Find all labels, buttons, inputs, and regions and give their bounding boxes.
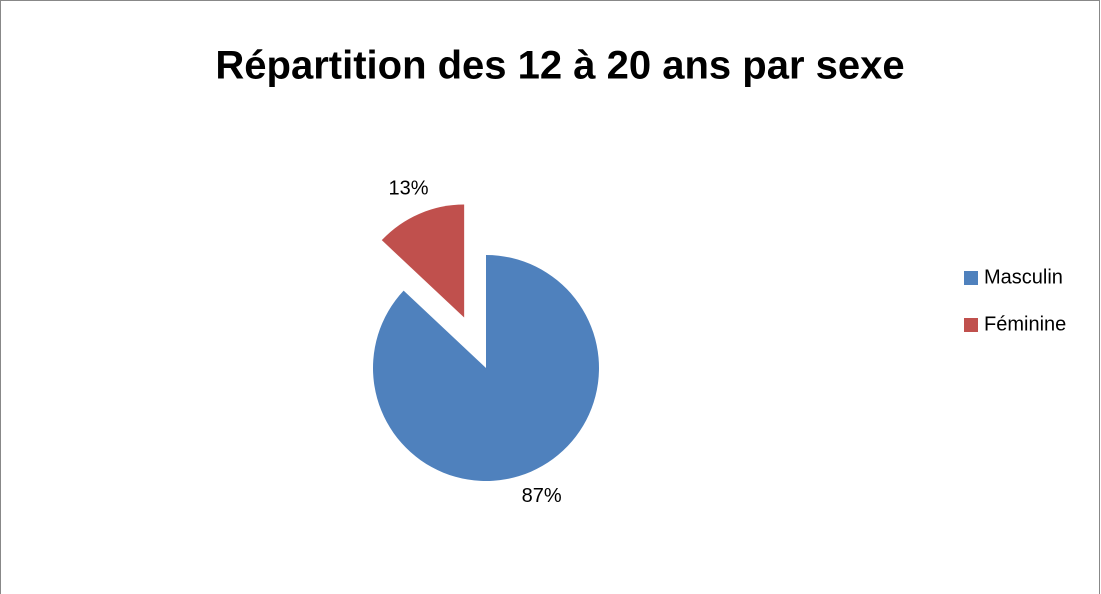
legend-swatch <box>964 271 978 285</box>
pie-slice <box>381 204 465 318</box>
pie-slice <box>373 255 599 481</box>
legend-label: Masculin <box>984 266 1063 288</box>
data-label: 13% <box>389 177 429 199</box>
legend-swatch <box>964 318 978 332</box>
chart-title: Répartition des 12 à 20 ans par sexe <box>215 44 904 88</box>
legend-label: Féminine <box>984 313 1066 335</box>
data-label: 87% <box>522 485 562 507</box>
